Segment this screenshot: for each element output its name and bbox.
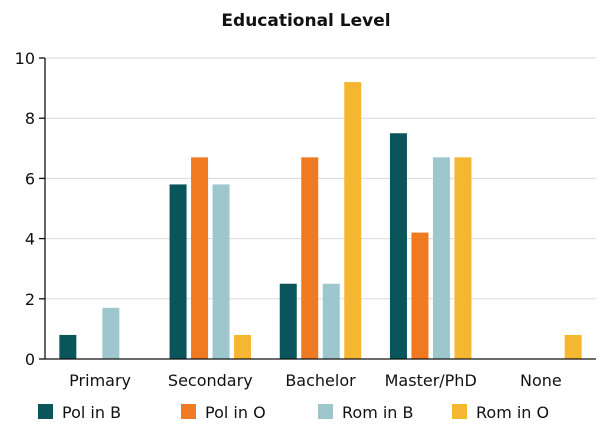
- bar-pol-in-o-secondary: [191, 157, 209, 359]
- y-tick-label: 10: [15, 49, 35, 68]
- y-tick-label: 8: [25, 109, 35, 128]
- bar-rom-in-o-bachelor: [344, 82, 362, 359]
- bar-pol-in-b-secondary: [169, 184, 187, 359]
- legend-label: Pol in O: [205, 403, 266, 422]
- bar-rom-in-o-masterphd: [454, 157, 472, 359]
- bar-pol-in-b-masterphd: [389, 133, 407, 359]
- legend-swatch: [181, 404, 196, 419]
- bar-rom-in-b-bachelor: [322, 283, 340, 359]
- bar-pol-in-b-bachelor: [279, 283, 297, 359]
- bar-pol-in-o-masterphd: [411, 232, 429, 359]
- bar-rom-in-b-secondary: [212, 184, 230, 359]
- legend-label: Pol in B: [62, 403, 121, 422]
- y-tick-label: 4: [25, 230, 35, 249]
- bar-pol-in-b-primary: [59, 334, 77, 359]
- y-tick-label: 0: [25, 350, 35, 369]
- legend-swatch: [318, 404, 333, 419]
- legend-swatch: [452, 404, 467, 419]
- bar-rom-in-b-masterphd: [432, 157, 450, 359]
- x-category-label: Primary: [69, 371, 131, 390]
- axes: [44, 58, 596, 360]
- bar-rom-in-o-none: [564, 334, 582, 359]
- x-category-label: Secondary: [168, 371, 253, 390]
- legend-label: Rom in O: [476, 403, 549, 422]
- legend-label: Rom in B: [342, 403, 414, 422]
- y-tick-label: 6: [25, 169, 35, 188]
- bar-rom-in-o-secondary: [234, 334, 252, 359]
- bar-pol-in-o-bachelor: [301, 157, 319, 359]
- legend: Pol in B Pol in O Rom in B Rom in O: [38, 403, 549, 422]
- chart-title: Educational Level: [221, 11, 390, 31]
- x-category-label: Bachelor: [285, 371, 356, 390]
- x-axis-categories: Primary Secondary Bachelor Master/PhD None: [69, 371, 562, 390]
- y-axis-ticks: 0 2 4 6 8 10: [15, 49, 45, 369]
- y-tick-label: 2: [25, 290, 35, 309]
- x-category-label: Master/PhD: [385, 371, 477, 390]
- legend-swatch: [38, 404, 53, 419]
- grid-lines: [45, 57, 596, 300]
- bar-rom-in-b-primary: [102, 307, 120, 359]
- bars: [59, 82, 582, 359]
- x-category-label: None: [520, 371, 562, 390]
